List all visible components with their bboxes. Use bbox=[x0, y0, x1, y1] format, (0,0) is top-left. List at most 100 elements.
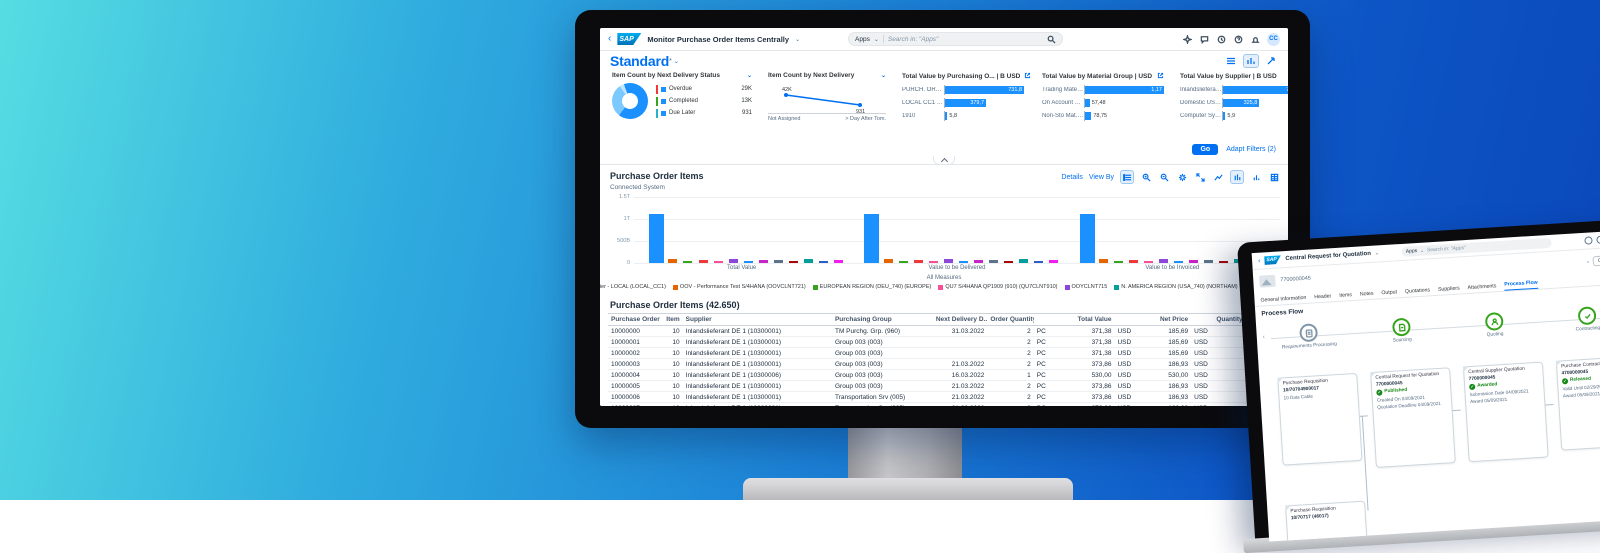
shell-search[interactable]: Apps ⌄ Search in: "Apps" bbox=[848, 32, 1063, 46]
legend-item[interactable]: N. AMERICA REGION (USA_740) (NORTHAM) bbox=[1114, 284, 1237, 290]
kpi-material-group[interactable]: Total Value by Material Group | USD Trad… bbox=[1042, 72, 1164, 140]
po-link[interactable]: 10000002 bbox=[608, 348, 660, 359]
shell-icon[interactable] bbox=[1596, 236, 1600, 244]
po-link[interactable]: 10000004 bbox=[608, 370, 660, 381]
tab-items[interactable]: Items bbox=[1339, 292, 1352, 301]
kpi-supplier[interactable]: Total Value by Supplier | B USD Inlandsl… bbox=[1180, 72, 1288, 140]
help-icon[interactable] bbox=[1233, 34, 1243, 44]
col-header[interactable]: Purchase Order bbox=[608, 314, 660, 326]
clock-icon[interactable] bbox=[1216, 34, 1226, 44]
tab-output[interactable]: Output bbox=[1381, 289, 1397, 298]
open-link-icon[interactable] bbox=[1024, 72, 1031, 81]
list-view-icon[interactable] bbox=[1224, 55, 1238, 67]
col-header[interactable]: Purchasing Group bbox=[832, 314, 933, 326]
main-bar[interactable] bbox=[649, 214, 664, 263]
col-header[interactable]: Net Price bbox=[1137, 314, 1191, 326]
tab-suppliers[interactable]: Suppliers bbox=[1438, 285, 1460, 294]
chevron-down-icon[interactable]: ⌄ bbox=[1375, 250, 1380, 256]
search-icon[interactable] bbox=[1046, 34, 1056, 44]
tab-header[interactable]: Header bbox=[1314, 293, 1331, 302]
col-header[interactable]: Next Delivery D... bbox=[933, 314, 987, 326]
app-title[interactable]: Monitor Purchase Order Items Centrally bbox=[647, 35, 789, 44]
chart-view-icon[interactable] bbox=[1243, 54, 1259, 68]
adapt-filters-link[interactable]: Adapt Filters (2) bbox=[1226, 146, 1276, 153]
assistant-icon[interactable] bbox=[1182, 34, 1192, 44]
tab-quotations[interactable]: Quotations bbox=[1405, 287, 1431, 297]
chevron-down-icon[interactable]: ⌄ bbox=[795, 36, 800, 43]
tab-notes[interactable]: Notes bbox=[1360, 291, 1374, 300]
po-link[interactable]: 10000006 bbox=[608, 392, 660, 403]
col-header[interactable]: Item bbox=[660, 314, 682, 326]
legend-item[interactable]: CC1 - Cloud Identifier - LOCAL (LOCAL_CC… bbox=[600, 284, 666, 290]
apps-scope-select[interactable]: Apps bbox=[855, 36, 870, 43]
flow-card-purchase-requisition[interactable]: Purchase Requisition 10/70704900017 10 D… bbox=[1277, 373, 1362, 466]
flow-card-purchase-contract[interactable]: Purchase Contract 4700000045 ✓Released V… bbox=[1556, 356, 1600, 451]
search-input[interactable]: Search in: "Apps" bbox=[888, 36, 1042, 43]
go-button[interactable]: Go bbox=[1192, 144, 1218, 155]
expand-icon[interactable] bbox=[1194, 171, 1206, 183]
view-by-link[interactable]: View By bbox=[1089, 174, 1114, 181]
chart-group-total-value[interactable] bbox=[634, 197, 849, 263]
zoom-in-icon[interactable] bbox=[1140, 171, 1152, 183]
shell-icon[interactable] bbox=[1584, 236, 1592, 244]
kpi-purchasing-org[interactable]: Total Value by Purchasing O... | B USD P… bbox=[902, 72, 1026, 140]
main-bar[interactable] bbox=[864, 214, 879, 263]
donut-chart[interactable] bbox=[612, 83, 648, 119]
back-icon[interactable]: ‹ bbox=[1258, 257, 1261, 264]
bell-icon[interactable] bbox=[1250, 34, 1260, 44]
chevron-down-icon[interactable]: ⌄ bbox=[747, 72, 752, 79]
col-header[interactable]: Order Quantity bbox=[987, 314, 1033, 326]
open-link-icon[interactable] bbox=[1157, 72, 1164, 81]
zoom-out-icon[interactable] bbox=[1158, 171, 1170, 183]
legend-item[interactable]: EUROPEAN REGION (DEU_740) (EUROPE) bbox=[813, 284, 932, 290]
chart-group-value-to-deliver[interactable] bbox=[849, 197, 1064, 263]
po-link[interactable]: 10000000 bbox=[608, 326, 660, 337]
flow-card-purchase-requisition-2[interactable]: Purchase Requisition 10/70717 (46017) bbox=[1285, 501, 1367, 542]
variant-title[interactable]: Standard bbox=[610, 53, 669, 69]
po-link[interactable]: 10000003 bbox=[608, 359, 660, 370]
legend-item[interactable]: OOYCLNT715 bbox=[1065, 284, 1108, 290]
chevron-down-icon[interactable]: ⌄ bbox=[881, 72, 886, 79]
avatar[interactable]: CC bbox=[1267, 33, 1280, 46]
flow-step-quoting[interactable]: Quoting bbox=[1454, 310, 1535, 340]
chevron-down-icon[interactable]: ⌄ bbox=[874, 36, 879, 43]
collapse-header-button[interactable] bbox=[933, 156, 955, 165]
po-link[interactable]: 10000007 bbox=[608, 403, 660, 407]
chevron-down-icon[interactable]: ⌄ bbox=[1586, 258, 1591, 264]
col-header[interactable]: Total Value bbox=[1052, 314, 1115, 326]
col-header[interactable]: Supplier bbox=[683, 314, 832, 326]
main-bar[interactable] bbox=[1080, 214, 1095, 263]
search-input[interactable]: Search in: "Apps" bbox=[1427, 245, 1466, 253]
flow-step-requirements[interactable]: Requirements Processing bbox=[1268, 321, 1349, 351]
kpi-delivery-status[interactable]: Item Count by Next Delivery Status⌄ Over… bbox=[612, 72, 752, 140]
flow-step-contracting[interactable]: Contracting bbox=[1547, 304, 1600, 334]
legend-toggle-icon[interactable] bbox=[1120, 170, 1134, 184]
table-row[interactable]: 1000000710Inlandslieferant DE 1 (1030000… bbox=[608, 403, 1280, 407]
table-view-icon[interactable] bbox=[1268, 171, 1280, 183]
flow-prev-arrow[interactable]: ‹ bbox=[1263, 334, 1265, 340]
share-icon[interactable] bbox=[1264, 55, 1278, 67]
chevron-down-icon[interactable]: ⌄ bbox=[674, 58, 679, 65]
po-link[interactable]: 10000001 bbox=[608, 337, 660, 348]
kpi-next-delivery[interactable]: Item Count by Next Delivery⌄ 42K 931 Not… bbox=[768, 72, 886, 140]
back-icon[interactable]: ‹ bbox=[608, 34, 611, 44]
column-chart-icon[interactable] bbox=[1250, 171, 1262, 183]
legend-item[interactable]: QU7 S/4HANA QP1909 (910) (QU7CLNT910) bbox=[938, 284, 1057, 290]
details-link[interactable]: Details bbox=[1061, 174, 1082, 181]
flow-step-sourcing[interactable]: Sourcing bbox=[1361, 316, 1442, 346]
settings-icon[interactable] bbox=[1176, 171, 1188, 183]
flow-card-central-rfq[interactable]: Central Request for Quotation 7700000045… bbox=[1370, 367, 1456, 468]
create-button[interactable]: Create bbox=[1593, 255, 1600, 267]
flow-card-supplier-quotation[interactable]: Central Supplier Quotation 7700000045 ✓A… bbox=[1463, 362, 1549, 463]
apps-scope-select[interactable]: Apps bbox=[1406, 248, 1418, 255]
